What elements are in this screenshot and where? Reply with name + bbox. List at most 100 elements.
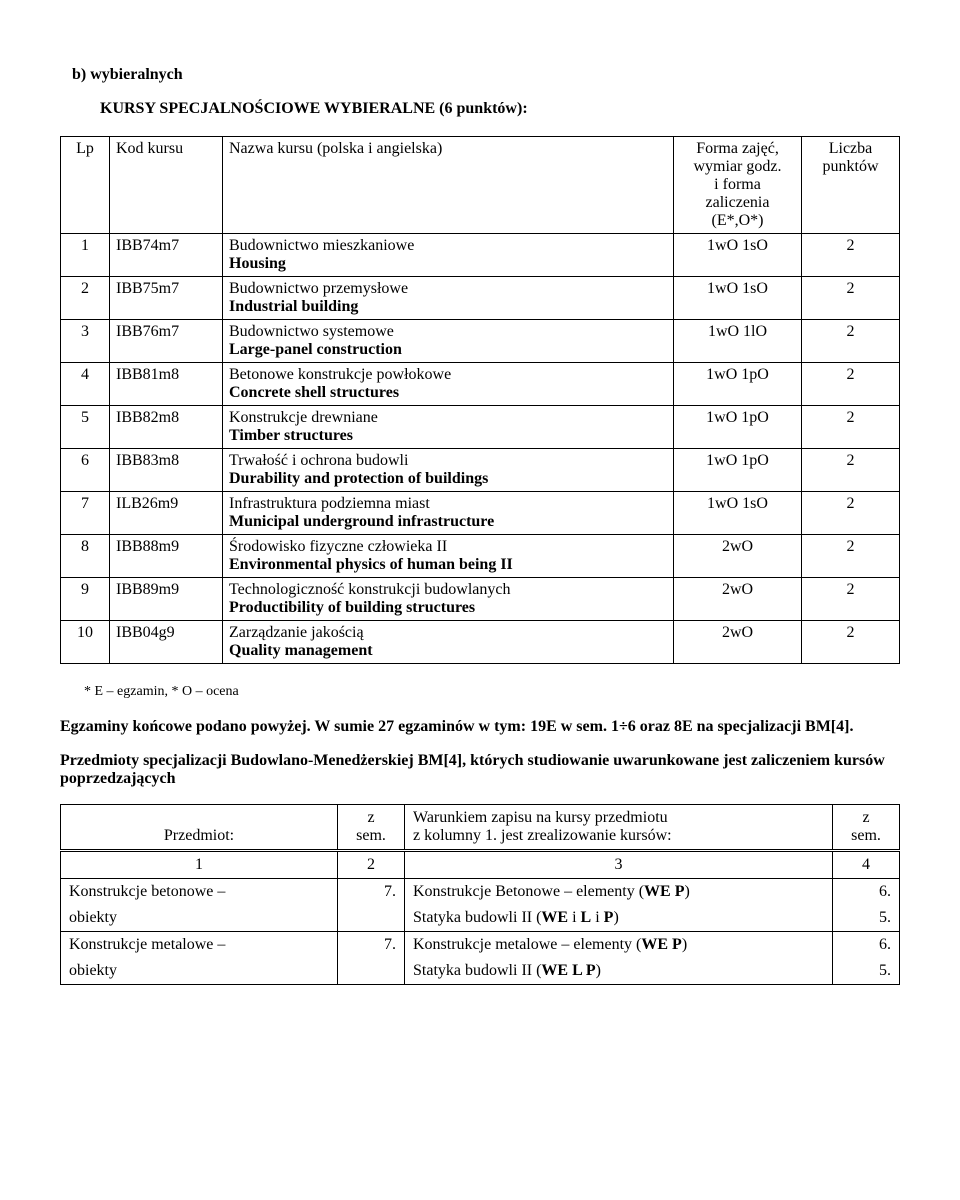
t2-warunek: Konstrukcje metalowe – elementy (WE P) (405, 932, 833, 959)
cell-lp: 2 (61, 277, 110, 320)
cell-forma: 1wO 1pO (674, 406, 802, 449)
kursy-heading: KURSY SPECJALNOŚCIOWE WYBIERALNE (6 punk… (100, 100, 900, 118)
cell-kod: IBB04g9 (110, 621, 223, 664)
przedmioty-heading: Przedmioty specjalizacji Budowlano-Mened… (60, 752, 900, 788)
cell-kod: IBB75m7 (110, 277, 223, 320)
t2-przedmiot: obiekty (61, 958, 338, 985)
t2-num-3: 3 (405, 851, 833, 879)
t2-sem: 7. (338, 932, 405, 959)
forma-l5: (E*,O*) (712, 212, 764, 229)
section-b-heading: b) wybieralnych (72, 66, 900, 84)
table-row: 3IBB76m7Budownictwo systemoweLarge-panel… (61, 320, 900, 363)
cell-kod: IBB74m7 (110, 234, 223, 277)
cell-pkt: 2 (802, 535, 900, 578)
cell-lp: 6 (61, 449, 110, 492)
col-nazwa: Nazwa kursu (polska i angielska) (223, 137, 674, 234)
cell-kod: IBB88m9 (110, 535, 223, 578)
cell-forma: 2wO (674, 535, 802, 578)
cell-kod: IBB89m9 (110, 578, 223, 621)
cell-forma: 1wO 1pO (674, 363, 802, 406)
cell-pkt: 2 (802, 234, 900, 277)
table-row: 1IBB74m7Budownictwo mieszkanioweHousing1… (61, 234, 900, 277)
table-row: 8IBB88m9Środowisko fizyczne człowieka II… (61, 535, 900, 578)
cell-kod: ILB26m9 (110, 492, 223, 535)
cell-nazwa: Infrastruktura podziemna miastMunicipal … (223, 492, 674, 535)
cell-pkt: 2 (802, 449, 900, 492)
t2-num-2: 2 (338, 851, 405, 879)
t2-row: obiekty Statyka budowli II (WE i L i P)5. (61, 905, 900, 932)
cell-pkt: 2 (802, 277, 900, 320)
forma-l4: zaliczenia (706, 194, 770, 211)
cell-pkt: 2 (802, 406, 900, 449)
table-row: 6IBB83m8Trwałość i ochrona budowliDurabi… (61, 449, 900, 492)
cell-lp: 8 (61, 535, 110, 578)
t2-przedmiot: Konstrukcje betonowe – (61, 879, 338, 906)
cell-pkt: 2 (802, 320, 900, 363)
t2-sem2: 5. (833, 905, 900, 932)
t2-row: obiektyStatyka budowli II (WE L P)5. (61, 958, 900, 985)
col-forma: Forma zajęć, wymiar godz. i forma zalicz… (674, 137, 802, 234)
cell-forma: 1wO 1sO (674, 277, 802, 320)
cell-kod: IBB82m8 (110, 406, 223, 449)
egzaminy-para: Egzaminy końcowe podano powyżej. W sumie… (60, 718, 900, 736)
t2-header-row: Przedmiot: z sem. Warunkiem zapisu na ku… (61, 805, 900, 851)
t2-h2-l1: z (367, 809, 374, 826)
cell-kod: IBB76m7 (110, 320, 223, 363)
t2-h4-l2: sem. (851, 827, 881, 844)
cell-kod: IBB83m8 (110, 449, 223, 492)
cell-forma: 1wO 1lO (674, 320, 802, 363)
t2-warunek: Konstrukcje Betonowe – elementy (WE P) (405, 879, 833, 906)
cell-pkt: 2 (802, 578, 900, 621)
cell-kod: IBB81m8 (110, 363, 223, 406)
footnote: * E – egzamin, * O – ocena (84, 684, 900, 700)
t2-num-1: 1 (61, 851, 338, 879)
t2-h4: z sem. (833, 805, 900, 851)
cell-lp: 9 (61, 578, 110, 621)
cell-forma: 2wO (674, 621, 802, 664)
t2-przedmiot: obiekty (61, 905, 338, 932)
cell-lp: 7 (61, 492, 110, 535)
table-row: 10IBB04g9Zarządzanie jakościąQuality man… (61, 621, 900, 664)
cell-lp: 10 (61, 621, 110, 664)
t2-sem2: 6. (833, 879, 900, 906)
table-row: 5IBB82m8Konstrukcje drewnianeTimber stru… (61, 406, 900, 449)
cell-forma: 1wO 1pO (674, 449, 802, 492)
cell-nazwa: Budownictwo mieszkanioweHousing (223, 234, 674, 277)
forma-l2: wymiar godz. (694, 158, 782, 175)
t2-h3-l2: z kolumny 1. jest zrealizowanie kursów: (413, 827, 672, 844)
cell-pkt: 2 (802, 363, 900, 406)
liczba-l2: punktów (823, 158, 879, 175)
col-lp: Lp (61, 137, 110, 234)
t2-row: Konstrukcje betonowe –7.Konstrukcje Beto… (61, 879, 900, 906)
table-header-row: Lp Kod kursu Nazwa kursu (polska i angie… (61, 137, 900, 234)
cell-lp: 3 (61, 320, 110, 363)
cell-nazwa: Konstrukcje drewnianeTimber structures (223, 406, 674, 449)
cell-nazwa: Trwałość i ochrona budowliDurability and… (223, 449, 674, 492)
liczba-l1: Liczba (829, 140, 873, 157)
t2-num-4: 4 (833, 851, 900, 879)
courses-table: Lp Kod kursu Nazwa kursu (polska i angie… (60, 136, 900, 664)
t2-warunek: Statyka budowli II (WE i L i P) (405, 905, 833, 932)
cell-lp: 1 (61, 234, 110, 277)
cell-pkt: 2 (802, 621, 900, 664)
t2-sem2: 5. (833, 958, 900, 985)
cell-lp: 4 (61, 363, 110, 406)
col-kod: Kod kursu (110, 137, 223, 234)
cell-nazwa: Budownictwo systemoweLarge-panel constru… (223, 320, 674, 363)
cell-forma: 2wO (674, 578, 802, 621)
cell-nazwa: Środowisko fizyczne człowieka IIEnvironm… (223, 535, 674, 578)
t2-h1: Przedmiot: (61, 805, 338, 851)
table-row: 7ILB26m9Infrastruktura podziemna miastMu… (61, 492, 900, 535)
t2-h2: z sem. (338, 805, 405, 851)
t2-h2-l2: sem. (356, 827, 386, 844)
col-liczba: Liczba punktów (802, 137, 900, 234)
cell-nazwa: Technologiczność konstrukcji budowlanych… (223, 578, 674, 621)
t2-przedmiot: Konstrukcje metalowe – (61, 932, 338, 959)
cell-lp: 5 (61, 406, 110, 449)
forma-l3: i forma (714, 176, 761, 193)
table-row: 9IBB89m9Technologiczność konstrukcji bud… (61, 578, 900, 621)
t2-sem: 7. (338, 879, 405, 906)
cell-forma: 1wO 1sO (674, 234, 802, 277)
cell-nazwa: Betonowe konstrukcje powłokoweConcrete s… (223, 363, 674, 406)
cell-forma: 1wO 1sO (674, 492, 802, 535)
